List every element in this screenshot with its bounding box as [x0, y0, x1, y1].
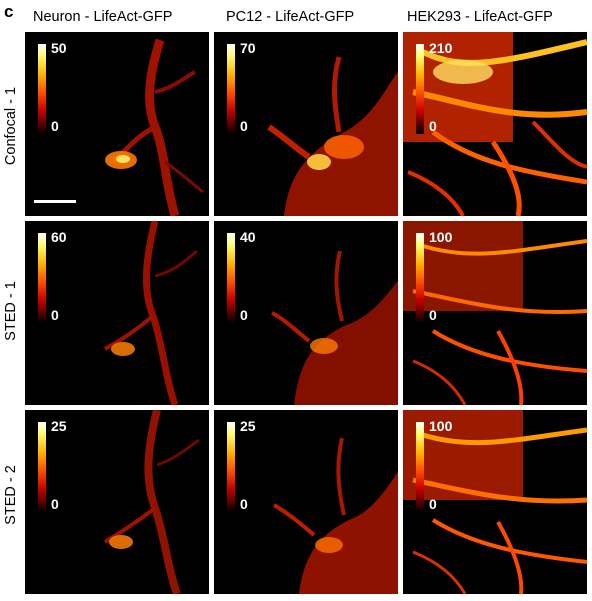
- image-sted1-hek293: 100 0: [403, 221, 587, 405]
- colorbar-min-label: 0: [429, 496, 437, 512]
- column-header-neuron: Neuron - LifeAct-GFP: [33, 9, 173, 25]
- colorbar: [38, 422, 46, 512]
- colorbar-max-label: 210: [429, 40, 453, 56]
- row-label-confocal-1: Confocal - 1: [3, 86, 19, 166]
- image-sted1-pc12: 40 0: [214, 221, 398, 405]
- colorbar-min-label: 0: [51, 496, 59, 512]
- pc12-cell-image: [267, 56, 398, 216]
- colorbar: [416, 422, 424, 512]
- colorbar-max-label: 25: [240, 418, 256, 434]
- image-confocal-hek293: 210 0: [403, 32, 587, 216]
- colorbar-max-label: 100: [429, 229, 453, 245]
- colorbar-min-label: 0: [51, 118, 59, 134]
- pc12-cell-image: [271, 250, 398, 405]
- colorbar-max-label: 70: [240, 40, 256, 56]
- row-label-sted-2: STED - 2: [3, 465, 19, 525]
- image-sted2-pc12: 25 0: [214, 410, 398, 594]
- neuron-dendrite-image: [104, 221, 198, 405]
- colorbar-min-label: 0: [240, 118, 248, 134]
- colorbar: [227, 233, 235, 323]
- panel-letter: c: [4, 2, 14, 21]
- image-confocal-pc12: 70 0: [214, 32, 398, 216]
- colorbar: [38, 44, 46, 134]
- row-label-sted-1: STED - 1: [3, 281, 19, 341]
- colorbar: [38, 233, 46, 323]
- neuron-dendrite-image: [103, 410, 200, 594]
- neuron-dendrite-image: [105, 38, 204, 216]
- colorbar-min-label: 0: [51, 307, 59, 323]
- colorbar-max-label: 100: [429, 418, 453, 434]
- colorbar: [416, 233, 424, 323]
- column-header-hek293: HEK293 - LifeAct-GFP: [407, 9, 553, 25]
- colorbar-min-label: 0: [240, 307, 248, 323]
- pc12-cell-image: [272, 437, 398, 594]
- colorbar-min-label: 0: [240, 496, 248, 512]
- image-confocal-neuron: 50 0: [25, 32, 209, 216]
- colorbar-max-label: 60: [51, 229, 67, 245]
- image-sted2-hek293: 100 0: [403, 410, 587, 594]
- colorbar-max-label: 50: [51, 40, 67, 56]
- colorbar-max-label: 25: [51, 418, 67, 434]
- colorbar-min-label: 0: [429, 307, 437, 323]
- colorbar-max-label: 40: [240, 229, 256, 245]
- image-sted2-neuron: 25 0: [25, 410, 209, 594]
- column-header-pc12: PC12 - LifeAct-GFP: [226, 9, 355, 25]
- image-sted1-neuron: 60 0: [25, 221, 209, 405]
- colorbar: [416, 44, 424, 134]
- colorbar: [227, 44, 235, 134]
- colorbar: [227, 422, 235, 512]
- colorbar-min-label: 0: [429, 118, 437, 134]
- scale-bar: [34, 200, 76, 203]
